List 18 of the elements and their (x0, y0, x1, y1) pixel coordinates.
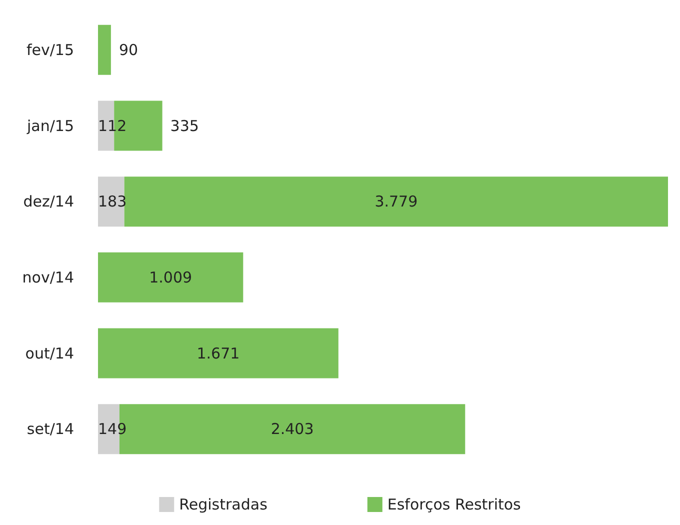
data-label: 90 (118, 40, 138, 59)
data-label: 1.009 (149, 268, 192, 286)
data-label: 335 (170, 116, 199, 135)
legend-label: Esforços Restritos (387, 496, 522, 514)
y-tick-label: nov/14 (22, 268, 74, 286)
data-label: 3.779 (374, 192, 418, 211)
y-tick-label: dez/14 (23, 192, 74, 211)
bar (98, 252, 244, 302)
y-tick-label: out/14 (25, 344, 74, 362)
y-tick-label: set/14 (26, 420, 74, 438)
y-tick-label: jan/15 (26, 116, 74, 135)
data-label: 1.671 (196, 344, 240, 362)
bar (124, 176, 668, 227)
bar (98, 24, 111, 75)
y-tick-label: fev/15 (26, 40, 74, 59)
bar (98, 328, 338, 378)
legend-label: Registradas (179, 496, 268, 514)
data-label: 2.403 (270, 420, 314, 438)
